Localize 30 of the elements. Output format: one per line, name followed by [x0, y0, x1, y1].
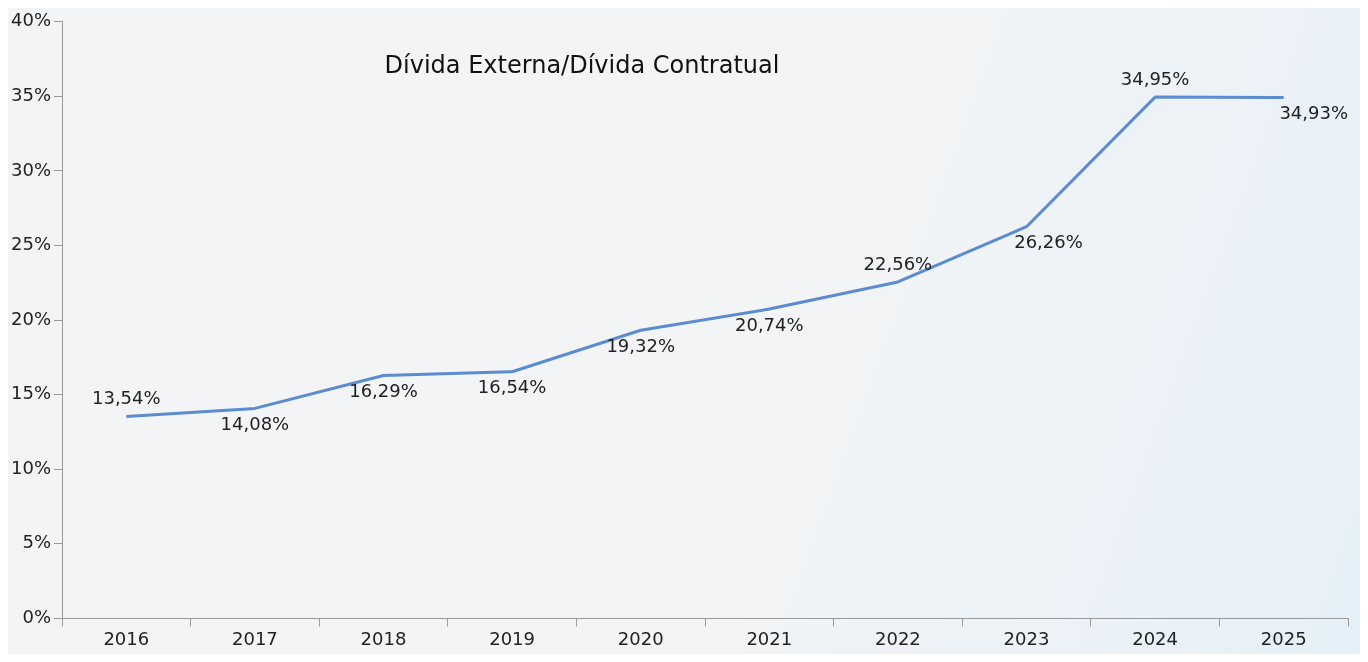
- y-tick-label: 15%: [10, 382, 52, 404]
- x-tick-label: 2024: [1132, 627, 1179, 649]
- data-label: 26,26%: [1014, 231, 1083, 253]
- data-label: 19,32%: [606, 334, 676, 356]
- y-tick-label: 25%: [10, 233, 52, 255]
- data-label: 34,93%: [1279, 102, 1349, 124]
- x-tick-label: 2025: [1260, 627, 1307, 649]
- data-label: 34,95%: [1120, 67, 1190, 89]
- x-tick-label: 2023: [1003, 627, 1050, 649]
- x-tick-label: 2018: [360, 627, 407, 649]
- x-tick-label: 2021: [746, 627, 793, 649]
- y-tick-label: 30%: [10, 158, 52, 180]
- x-tick-label: 2020: [617, 627, 664, 649]
- y-tick-label: 5%: [22, 531, 52, 553]
- x-tick-label: 2017: [232, 627, 278, 649]
- data-label: 16,29%: [349, 380, 418, 402]
- x-tick-label: 2022: [875, 627, 921, 649]
- x-tick-label: 2019: [489, 627, 536, 649]
- y-tick-label: 10%: [10, 456, 52, 478]
- data-label: 16,54%: [477, 376, 547, 398]
- data-label: 14,08%: [220, 413, 290, 435]
- text: Dívida Externa/Dívida Contratual: [384, 51, 780, 80]
- y-tick-label: 35%: [10, 84, 52, 106]
- y-tick-label: 40%: [10, 9, 52, 31]
- y-tick-label: 0%: [22, 606, 52, 628]
- data-label: 22,56%: [863, 252, 933, 274]
- data-label: 13,54%: [91, 387, 161, 409]
- y-tick-label: 20%: [10, 307, 52, 329]
- data-label: 20,74%: [734, 313, 804, 335]
- x-tick-label: 2016: [103, 627, 150, 649]
